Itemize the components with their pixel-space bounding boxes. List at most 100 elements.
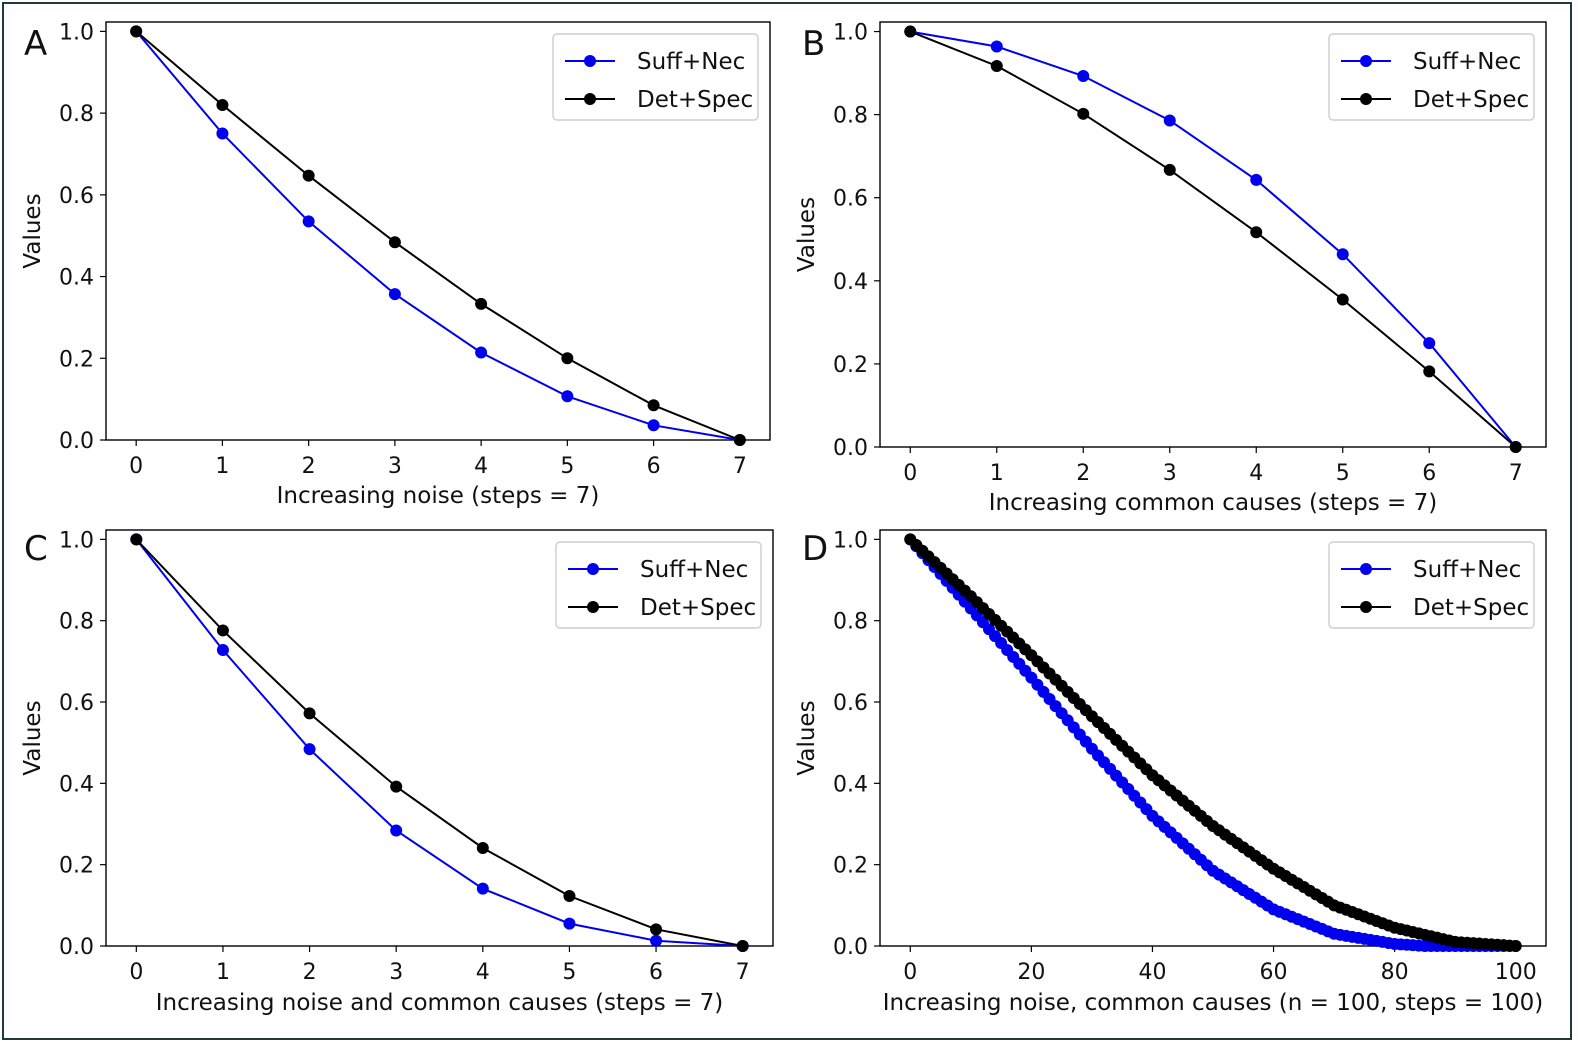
data-point — [1423, 337, 1436, 350]
y-tick-label: 1.0 — [833, 21, 868, 46]
axes-frame — [879, 21, 1547, 448]
y-tick-label: 0.0 — [833, 935, 868, 960]
data-point — [1250, 173, 1263, 186]
data-point — [1509, 940, 1522, 952]
data-point — [561, 352, 574, 365]
y-tick-label: 0.2 — [833, 854, 868, 879]
legend-marker — [1360, 601, 1372, 613]
data-point — [1336, 248, 1349, 261]
data-point — [390, 824, 403, 837]
data-point — [130, 533, 143, 546]
data-point — [1077, 107, 1090, 120]
x-tick-label: 7 — [1509, 461, 1523, 486]
data-point — [650, 934, 663, 947]
data-point — [563, 889, 576, 902]
legend-marker — [587, 601, 599, 613]
data-point — [216, 127, 229, 140]
y-tick-label: 0.4 — [833, 270, 868, 295]
chart-panel-b: 0.0 0.2 0.4 0.6 0.8 1.0 0 1 2 3 4 5 6 7 Increasing com… — [794, 21, 1547, 516]
chart-panel-a: 0.0 0.2 0.4 0.6 0.8 1.0 0 1 2 3 4 5 6 7 Increasing noi… — [20, 20, 771, 509]
series-line-suff-nec — [135, 30, 740, 441]
x-axis-label: Increasing noise (steps = 7) — [277, 483, 600, 509]
y-tick-label: 0.6 — [833, 187, 868, 212]
y-tick-label: 0.4 — [59, 772, 94, 797]
x-axis-label: Increasing noise and common causes (step… — [156, 990, 724, 1016]
legend-label: Det+Spec — [637, 87, 753, 113]
legend-label: Det+Spec — [1413, 87, 1529, 113]
x-tick-label: 0 — [903, 461, 917, 486]
data-point — [303, 743, 316, 756]
x-tick-label: 80 — [1381, 960, 1409, 985]
y-axis-label: Values — [794, 700, 820, 775]
panel-label: B — [802, 24, 825, 64]
data-point — [1250, 226, 1263, 239]
x-tick-label: 1 — [215, 454, 229, 479]
axes-frame — [879, 529, 1547, 947]
y-tick-label: 0.6 — [59, 184, 94, 209]
y-tick-label: 0.2 — [833, 353, 868, 378]
data-point — [1509, 441, 1522, 453]
x-tick-label: 3 — [389, 960, 403, 985]
x-tick-label: 4 — [1249, 461, 1263, 486]
y-axis-label: Values — [20, 700, 46, 775]
legend-label: Suff+Nec — [1413, 49, 1521, 75]
data-point — [302, 169, 315, 182]
series-line-suff-nec — [910, 30, 1517, 448]
x-tick-label: 1 — [216, 960, 230, 985]
x-tick-label: 4 — [474, 454, 488, 479]
x-tick-label: 1 — [990, 461, 1004, 486]
legend-marker — [584, 93, 596, 105]
axes-frame — [105, 21, 771, 441]
x-tick-label: 7 — [733, 454, 747, 479]
x-tick-label: 100 — [1495, 960, 1537, 985]
data-point — [733, 434, 746, 446]
data-point — [650, 923, 663, 936]
y-tick-label: 0.4 — [833, 772, 868, 797]
data-point — [475, 346, 488, 359]
data-point — [303, 707, 316, 720]
x-tick-label: 3 — [1163, 461, 1177, 486]
x-tick-label: 6 — [647, 454, 661, 479]
y-tick-label: 0.8 — [59, 610, 94, 635]
series-line-det-spec — [909, 30, 1517, 448]
data-point — [476, 841, 489, 854]
y-tick-label: 0.0 — [59, 429, 94, 454]
data-point — [216, 98, 229, 111]
legend-label: Suff+Nec — [637, 49, 745, 75]
y-tick-label: 0.8 — [833, 104, 868, 129]
x-tick-label: 40 — [1138, 960, 1166, 985]
panel-label: C — [24, 529, 48, 569]
data-point — [1077, 70, 1090, 83]
x-tick-label: 6 — [1422, 461, 1436, 486]
x-tick-label: 60 — [1260, 960, 1288, 985]
y-tick-label: 0.6 — [59, 691, 94, 716]
data-point — [647, 419, 660, 432]
data-point — [647, 399, 660, 412]
data-point — [476, 882, 489, 895]
y-tick-label: 1.0 — [833, 528, 868, 553]
data-point — [130, 25, 143, 38]
legend-marker — [1360, 563, 1372, 575]
y-tick-label: 0.4 — [59, 266, 94, 291]
legend-marker — [1360, 55, 1372, 67]
x-tick-label: 2 — [302, 454, 316, 479]
x-tick-label: 5 — [1336, 461, 1350, 486]
x-tick-label: 7 — [736, 960, 750, 985]
data-point — [390, 780, 403, 793]
data-point — [904, 25, 917, 38]
data-point — [1163, 163, 1176, 176]
panel-label: D — [802, 529, 828, 569]
data-point — [216, 643, 229, 656]
y-tick-label: 0.8 — [59, 102, 94, 127]
y-tick-label: 1.0 — [59, 528, 94, 553]
x-tick-label: 2 — [1076, 461, 1090, 486]
data-point — [388, 288, 401, 301]
x-tick-label: 4 — [476, 960, 490, 985]
y-tick-label: 0.2 — [59, 854, 94, 879]
y-tick-label: 0.0 — [59, 935, 94, 960]
legend-label: Suff+Nec — [1413, 557, 1521, 583]
y-axis-label: Values — [794, 197, 820, 272]
data-point — [302, 215, 315, 228]
data-point — [216, 624, 229, 637]
